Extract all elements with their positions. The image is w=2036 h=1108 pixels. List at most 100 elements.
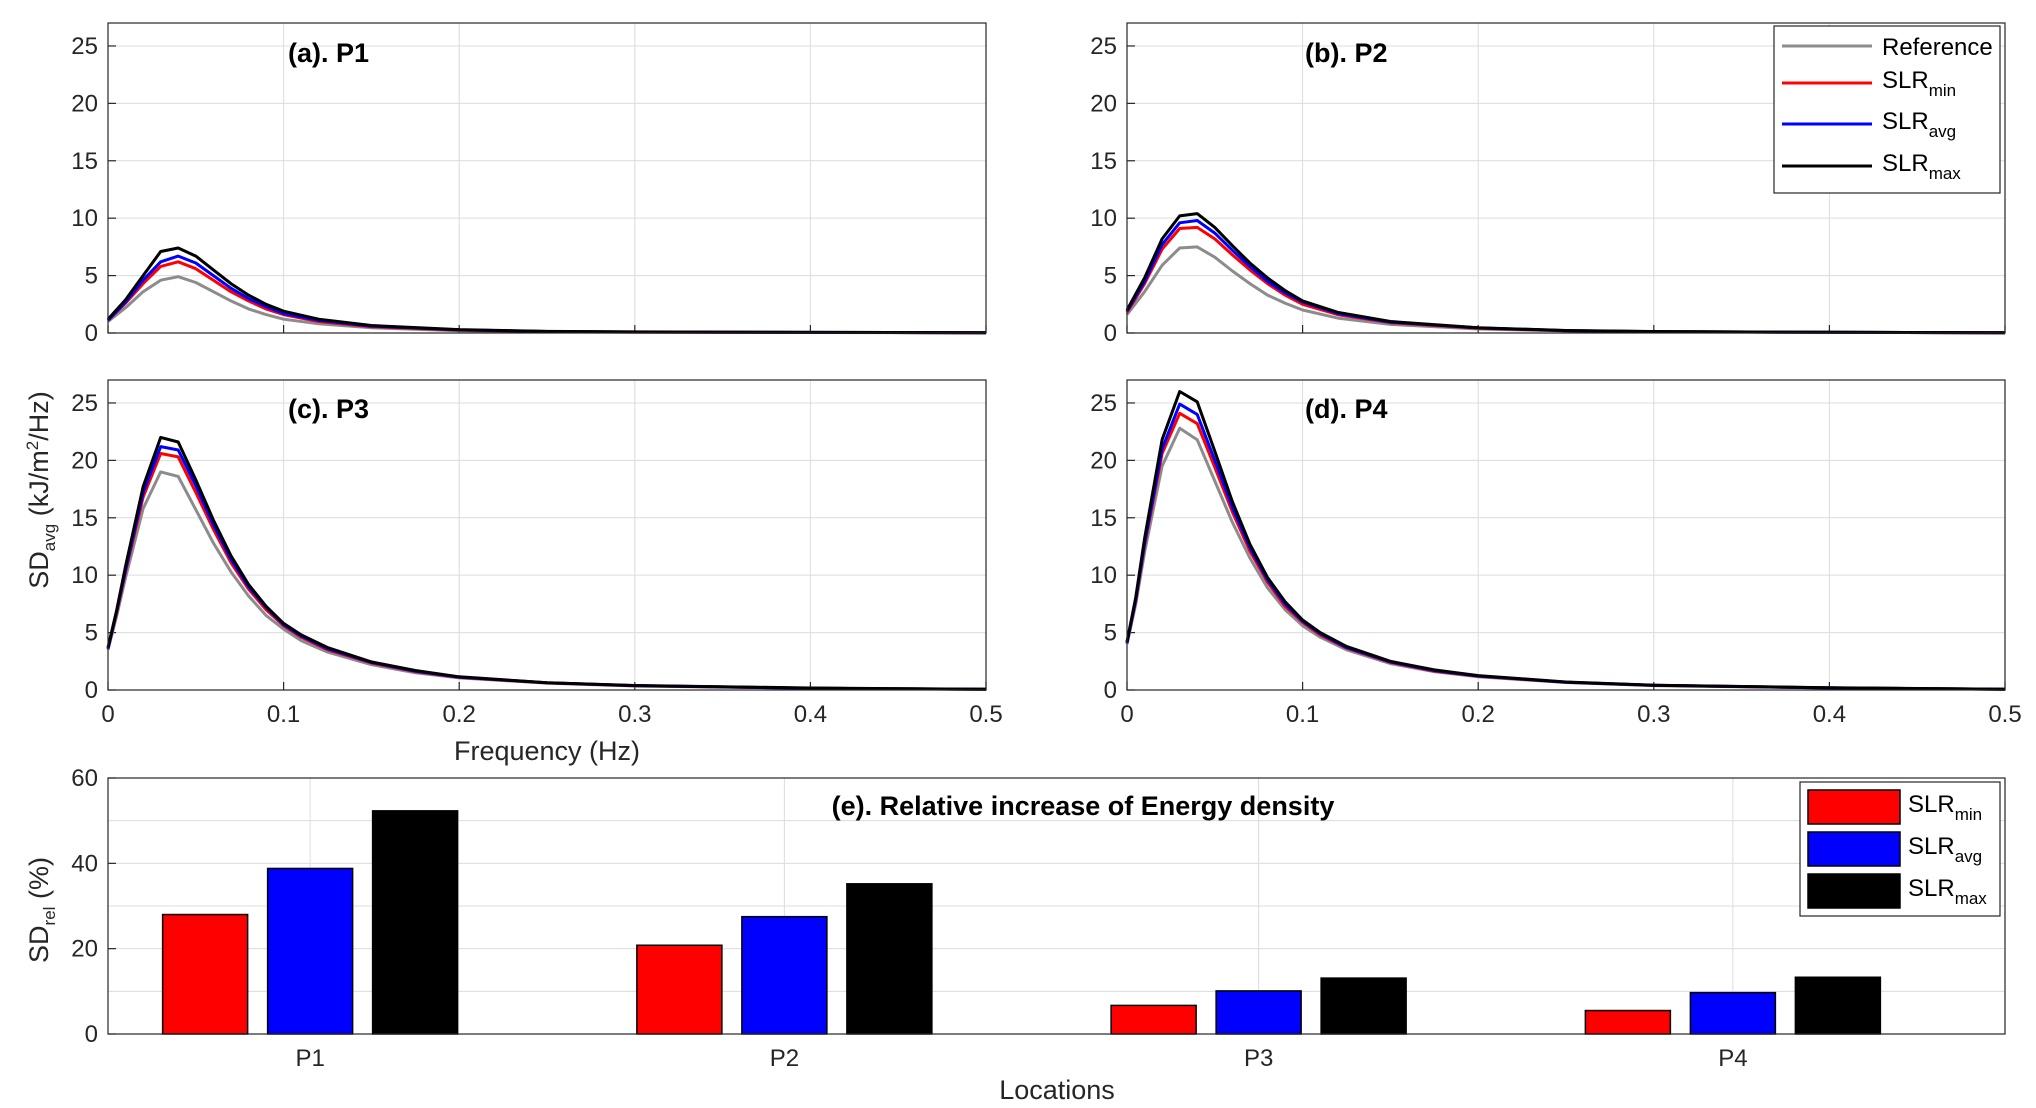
panel-e-bars (161, 810, 1882, 1035)
x-tick-label: 0.3 (1637, 701, 1670, 728)
y-tick-label: 5 (1104, 263, 1117, 290)
y-axis-label-sd-rel-unit: (%) (24, 857, 54, 907)
y-tick-label: 0 (85, 1021, 98, 1048)
bar-p4-slrmax (1794, 976, 1882, 1035)
y-tick-label: 20 (71, 936, 98, 963)
x-tick-label: 0.4 (1813, 701, 1846, 728)
x-axis-label-frequency: Frequency (Hz) (454, 736, 640, 766)
bar-p4-slravg (1689, 991, 1777, 1035)
y-axis-label-sd-rel: SDrel (%) (24, 857, 59, 963)
panel-e-frame (107, 777, 2006, 1035)
bar-legend-swatch-slr-max (1807, 873, 1901, 909)
bar-legend-label-slr-max-sub: max (1955, 889, 1988, 908)
y-axis-label-sd-avg-unit-sup: 2 (23, 441, 42, 450)
panel-d: 0 5 10 15 20 25 0 0.1 0.2 0.3 0.4 0.5 (d). P4 (1090, 379, 2022, 728)
y-axis-label-sd-avg: SDavg (kJ/m2/Hz) (23, 391, 59, 588)
panel-a-frame (107, 22, 987, 334)
x-tick-label: 0.2 (443, 701, 476, 728)
bar-p1-slravg (266, 867, 354, 1035)
line-legend: Reference SLRmin SLRavg SLRmax (1773, 25, 2001, 194)
y-tick-label: 25 (1090, 33, 1117, 60)
panel-a-title: (a). P1 (288, 38, 369, 68)
y-tick-label: 10 (1090, 205, 1117, 232)
panel-c-series (106, 435, 987, 691)
x-tick-label: P1 (295, 1045, 324, 1072)
legend-label-slr-min: SLRmin (1882, 67, 1956, 100)
y-tick-label: 15 (71, 148, 98, 175)
panel-a-series (106, 246, 987, 335)
legend-label-reference: Reference (1882, 34, 1993, 61)
panel-e: 0 20 40 60 P1 P2 P3 P4 (e). Relative increase … (71, 765, 2006, 1072)
panel-e-title: (e). Relative increase of Energy density (832, 791, 1335, 821)
bar-legend-label-slr-avg-sub: avg (1955, 847, 1982, 866)
y-tick-label: 0 (1104, 677, 1117, 704)
bar-p3-slravg (1215, 990, 1302, 1035)
bar-p2-slrmax (846, 883, 933, 1035)
x-tick-label: 0.1 (1286, 701, 1319, 728)
y-tick-label: 10 (71, 205, 98, 232)
bar-p3-slrmax (1320, 977, 1407, 1035)
y-tick-label: 15 (1090, 148, 1117, 175)
panel-a: 0 5 10 15 20 25 (a). P1 (71, 22, 987, 347)
bar-legend-label-slr-max: SLRmax (1908, 875, 1987, 908)
series-line-d-slrmax (1125, 390, 2006, 691)
y-axis-label-sd-rel-base: SD (24, 925, 54, 963)
bar-p1-slrmin (161, 913, 249, 1035)
x-tick-label: 0.4 (794, 701, 827, 728)
panel-d-y-tick-labels: 0 5 10 15 20 25 (1090, 390, 1117, 704)
panel-d-series (1125, 390, 2006, 691)
y-tick-label: 0 (85, 677, 98, 704)
y-tick-label: 15 (71, 505, 98, 532)
legend-label-slr-max: SLRmax (1882, 150, 1961, 183)
y-tick-label: 25 (71, 390, 98, 417)
x-tick-label: 0 (101, 701, 114, 728)
y-tick-label: 20 (1090, 90, 1117, 117)
legend-label-slr-avg: SLRavg (1882, 108, 1956, 141)
series-line-c-slrmax (106, 435, 987, 691)
panel-d-background (1127, 380, 2005, 690)
bar-p2-slrmin (636, 944, 723, 1035)
y-tick-label: 5 (85, 263, 98, 290)
bar-legend-swatch-slr-min (1807, 789, 1901, 825)
y-tick-label: 10 (1090, 562, 1117, 589)
legend-label-slr-max-base: SLR (1882, 150, 1929, 177)
y-tick-label: 10 (71, 562, 98, 589)
bar-legend-label-slr-avg: SLRavg (1908, 833, 1982, 866)
series-line-a-slrmax (106, 246, 987, 335)
x-tick-label: 0.5 (969, 701, 1002, 728)
x-tick-label: 0.3 (618, 701, 651, 728)
panel-c-x-tick-labels: 0 0.1 0.2 0.3 0.4 0.5 (101, 701, 1002, 728)
bar-legend-swatch-slr-avg (1807, 831, 1901, 867)
x-tick-label: 0 (1120, 701, 1133, 728)
y-tick-label: 5 (1104, 620, 1117, 647)
y-tick-label: 0 (85, 320, 98, 347)
y-tick-label: 20 (71, 447, 98, 474)
panel-a-background (108, 23, 986, 333)
y-tick-label: 5 (85, 620, 98, 647)
y-tick-label: 20 (1090, 447, 1117, 474)
bar-legend-label-slr-min-sub: min (1955, 805, 1982, 824)
y-tick-label: 60 (71, 765, 98, 792)
bar-p3-slrmin (1110, 1004, 1197, 1035)
panel-b-y-tick-labels: 0 5 10 15 20 25 (1090, 33, 1117, 347)
bar-legend-label-slr-max-base: SLR (1908, 875, 1955, 902)
legend-label-slr-avg-sub: avg (1929, 122, 1956, 141)
bar-legend-label-slr-min-base: SLR (1908, 791, 1955, 818)
legend-label-slr-min-base: SLR (1882, 67, 1929, 94)
y-tick-label: 25 (71, 33, 98, 60)
legend-label-slr-avg-base: SLR (1882, 108, 1929, 135)
y-axis-label-sd-rel-sub: rel (40, 907, 59, 926)
x-tick-label: 0.2 (1462, 701, 1495, 728)
x-tick-label: P3 (1244, 1045, 1273, 1072)
panel-b-frame (1126, 22, 2006, 334)
panel-c-frame (107, 379, 987, 691)
panel-b-title: (b). P2 (1305, 38, 1388, 68)
y-tick-label: 20 (71, 90, 98, 117)
bar-legend-label-slr-min: SLRmin (1908, 791, 1982, 824)
panel-e-x-tick-labels: P1 P2 P3 P4 (295, 1045, 1747, 1072)
panel-c-title: (c). P3 (288, 394, 369, 424)
panel-d-title: (d). P4 (1305, 394, 1388, 424)
bar-legend-label-slr-avg-base: SLR (1908, 833, 1955, 860)
